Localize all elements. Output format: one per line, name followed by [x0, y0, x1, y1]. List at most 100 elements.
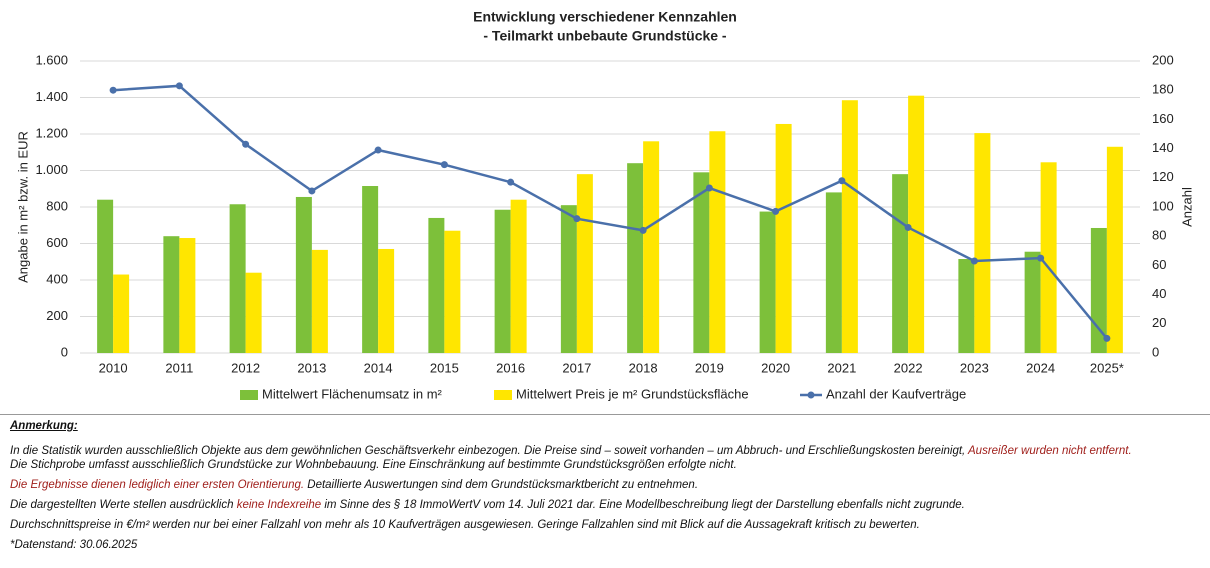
chart-title: Entwicklung verschiedener Kennzahlen [473, 9, 737, 25]
bar [510, 199, 527, 353]
notes: Anmerkung: In die Statistik wurden aussc… [10, 420, 1205, 558]
bar [560, 205, 577, 353]
bar [444, 230, 461, 353]
note-text: *Datenstand: 30.06.2025 [10, 539, 138, 551]
y2-tick-label: 180 [1152, 82, 1174, 97]
bar [841, 100, 858, 353]
bar [974, 133, 991, 353]
y2-tick-label: 120 [1152, 169, 1174, 184]
x-tick-label: 2010 [99, 360, 128, 375]
line-marker [1103, 334, 1111, 342]
bar [229, 204, 246, 353]
bar [693, 172, 710, 353]
y2-tick-label: 200 [1152, 52, 1174, 67]
line-marker [639, 226, 647, 234]
chart: Entwicklung verschiedener Kennzahlen - T… [0, 9, 1210, 415]
bar [709, 131, 726, 353]
bar [1090, 227, 1107, 353]
line-marker [374, 146, 382, 154]
x-tick-label: 2018 [629, 360, 658, 375]
bar [643, 141, 660, 353]
line-marker [772, 207, 780, 215]
x-tick-label: 2011 [165, 360, 193, 375]
x-tick-label: 2012 [231, 360, 260, 375]
bar [295, 196, 312, 353]
notes-heading: Anmerkung: [10, 420, 78, 432]
note-text: keine Indexreihe [236, 499, 322, 511]
legend-label: Anzahl der Kaufverträge [826, 386, 966, 401]
legend-label: Mittelwert Preis je m² Grundstücksfläche [516, 386, 749, 401]
y2-tick-label: 140 [1152, 140, 1174, 155]
line-marker [970, 257, 978, 265]
bar [163, 236, 180, 353]
bar [1040, 162, 1057, 353]
note-text: In die Statistik wurden ausschließlich O… [10, 445, 968, 457]
bar [627, 163, 644, 353]
line-marker [242, 140, 250, 148]
legend-swatch [807, 391, 815, 399]
y2-tick-label: 40 [1152, 286, 1166, 301]
y-tick-label: 1.200 [35, 125, 68, 140]
bar [378, 248, 395, 353]
line-marker [838, 177, 846, 185]
bar [1024, 251, 1041, 353]
y-tick-label: 0 [61, 344, 68, 359]
note-line: In die Statistik wurden ausschließlich O… [10, 444, 1205, 458]
bar [576, 174, 593, 353]
line-marker [904, 223, 912, 231]
x-tick-label: 2014 [364, 360, 393, 375]
note-text: Ausreißer wurden nicht entfernt. [968, 445, 1132, 457]
y2-tick-label: 160 [1152, 111, 1174, 126]
bar [892, 174, 909, 353]
y2-tick-label: 0 [1152, 344, 1159, 359]
y2-axis-label: Anzahl [1179, 187, 1194, 227]
bar [97, 199, 114, 353]
y-axis-label: Angabe in m² bzw. in EUR [15, 131, 30, 283]
y-tick-label: 1.400 [35, 89, 68, 104]
bar [958, 259, 975, 353]
note-text: im Sinne des § 18 ImmoWertV vom 14. Juli… [321, 499, 965, 511]
x-tick-label: 2021 [827, 360, 856, 375]
y-tick-label: 600 [46, 235, 68, 250]
x-tick-label: 2025* [1090, 360, 1124, 375]
line-marker [573, 215, 581, 223]
legend-swatch [240, 390, 258, 400]
x-tick-label: 2016 [496, 360, 525, 375]
y2-tick-label: 100 [1152, 198, 1174, 213]
note-text: Die Ergebnisse dienen lediglich einer er… [10, 479, 305, 491]
line-marker [109, 86, 117, 94]
chart-subtitle: - Teilmarkt unbebaute Grundstücke - [483, 28, 727, 44]
y-tick-label: 400 [46, 271, 68, 286]
note-text: Die Stichprobe umfasst ausschließlich Gr… [10, 459, 737, 471]
bar [311, 249, 328, 353]
line-marker [705, 184, 713, 192]
note-text: Detaillierte Auswertungen sind dem Grund… [304, 479, 699, 491]
x-tick-label: 2017 [562, 360, 591, 375]
line-marker [440, 161, 448, 169]
y-tick-label: 1.000 [35, 162, 68, 177]
bar [494, 209, 511, 353]
x-tick-label: 2022 [894, 360, 923, 375]
bar [362, 186, 379, 353]
y2-tick-label: 20 [1152, 315, 1166, 330]
y-tick-label: 800 [46, 198, 68, 213]
line-marker [175, 82, 183, 90]
y-tick-label: 200 [46, 308, 68, 323]
line [113, 84, 1108, 340]
y2-tick-label: 60 [1152, 257, 1166, 272]
bar [759, 211, 776, 353]
x-tick-label: 2024 [1026, 360, 1055, 375]
y2-tick-label: 80 [1152, 228, 1166, 243]
note-line: Die Ergebnisse dienen lediglich einer er… [10, 478, 1205, 492]
bar [825, 192, 842, 353]
bar [908, 95, 925, 354]
bar [113, 274, 130, 353]
bar [245, 272, 262, 353]
x-tick-label: 2023 [960, 360, 989, 375]
legend-label: Mittelwert Flächenumsatz in m² [262, 386, 443, 401]
note-line: Die Stichprobe umfasst ausschließlich Gr… [10, 458, 1205, 472]
x-tick-label: 2013 [297, 360, 326, 375]
legend-swatch [494, 390, 512, 400]
line-marker [308, 187, 316, 195]
